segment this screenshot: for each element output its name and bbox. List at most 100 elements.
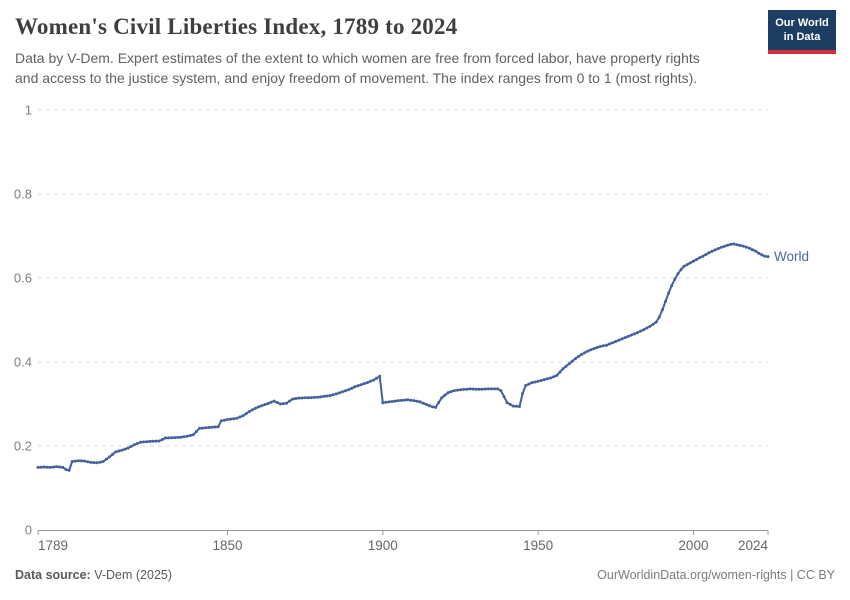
- data-point-marker: [80, 459, 83, 463]
- data-source-value: V-Dem (2025): [90, 568, 173, 582]
- data-point-marker: [754, 249, 758, 253]
- data-point-marker: [76, 459, 80, 463]
- chart-footer: Data source: V-Dem (2025) OurWorldinData…: [15, 568, 835, 582]
- data-point-marker: [434, 405, 438, 409]
- data-point-marker: [670, 284, 674, 288]
- x-tick-label: 2000: [678, 538, 708, 553]
- data-point-marker: [505, 401, 509, 405]
- chart-title: Women's Civil Liberties Index, 1789 to 2…: [15, 14, 458, 39]
- data-point-marker: [58, 465, 62, 469]
- data-point-marker: [471, 387, 475, 391]
- data-point-marker: [148, 439, 152, 443]
- data-point-marker: [427, 404, 431, 408]
- data-point-marker: [660, 308, 664, 312]
- data-point-marker: [300, 396, 304, 400]
- data-point-marker: [285, 401, 288, 405]
- data-point-marker: [384, 400, 388, 404]
- license-credit-link[interactable]: OurWorldinData.org/women-rights | CC BY: [597, 568, 835, 582]
- data-point-marker: [191, 433, 195, 437]
- data-point-marker: [496, 387, 500, 391]
- data-point-marker: [36, 465, 40, 469]
- data-point-marker: [86, 460, 90, 464]
- data-point-marker: [446, 391, 450, 395]
- data-point-marker: [390, 400, 394, 403]
- data-point-marker: [229, 417, 233, 421]
- data-point-marker: [524, 384, 528, 387]
- data-point-marker: [359, 383, 363, 387]
- data-point-marker: [530, 381, 534, 385]
- data-point-marker: [493, 387, 497, 391]
- data-point-marker: [443, 393, 447, 397]
- data-point-marker: [39, 465, 43, 469]
- data-point-marker: [328, 394, 332, 398]
- data-point-marker: [580, 352, 584, 356]
- data-point-marker: [278, 402, 282, 406]
- data-point-marker: [747, 246, 751, 250]
- data-point-marker: [732, 242, 736, 246]
- data-point-marker: [114, 450, 118, 454]
- data-point-marker: [704, 253, 708, 256]
- data-point-marker: [480, 387, 484, 391]
- data-point-marker: [42, 465, 46, 469]
- data-point-marker: [145, 440, 149, 444]
- data-point-marker: [387, 400, 391, 404]
- data-point-marker: [222, 418, 226, 422]
- data-point-marker: [608, 342, 612, 346]
- data-source-note: Data source: V-Dem (2025): [15, 568, 172, 582]
- data-point-marker: [586, 349, 590, 353]
- data-point-marker: [483, 387, 487, 391]
- data-point-marker: [667, 291, 671, 295]
- chart-header: Women's Civil Liberties Index, 1789 to 2…: [15, 14, 755, 89]
- series-line-world[interactable]: [37, 243, 769, 472]
- data-point-marker: [163, 436, 167, 440]
- data-point-marker: [701, 254, 705, 258]
- data-point-marker: [294, 397, 298, 400]
- data-point-marker: [194, 430, 198, 433]
- data-point-marker: [437, 401, 441, 404]
- data-point-marker: [61, 465, 65, 469]
- data-point-marker: [570, 359, 574, 363]
- data-point-marker: [157, 439, 161, 443]
- data-point-marker: [744, 245, 748, 249]
- owid-logo[interactable]: Our World in Data: [768, 10, 836, 54]
- data-point-marker: [763, 254, 767, 258]
- data-point-marker: [558, 370, 562, 374]
- data-point-marker: [201, 426, 205, 430]
- data-point-marker: [350, 386, 354, 390]
- data-point-marker: [275, 401, 279, 404]
- chart-subtitle: Data by V-Dem. Expert estimates of the e…: [15, 49, 755, 89]
- data-point-marker: [260, 404, 264, 408]
- data-point-marker: [226, 418, 229, 421]
- data-point-marker: [356, 384, 360, 388]
- data-point-marker: [303, 396, 307, 400]
- x-axis: [37, 530, 769, 535]
- data-point-marker: [518, 405, 521, 408]
- data-point-marker: [598, 345, 602, 348]
- data-point-marker: [664, 300, 667, 303]
- data-point-marker: [424, 402, 428, 406]
- data-point-marker: [552, 375, 556, 379]
- data-point-marker: [92, 461, 96, 465]
- data-point-marker: [592, 347, 596, 351]
- data-point-marker: [403, 398, 407, 402]
- data-point-marker: [353, 385, 357, 389]
- data-point-marker: [617, 338, 621, 342]
- data-point-marker: [766, 255, 770, 259]
- data-point-marker: [595, 346, 599, 349]
- data-point-marker: [409, 398, 413, 402]
- data-point-marker: [412, 399, 416, 403]
- series-label-world[interactable]: World: [774, 249, 809, 264]
- data-point-marker: [120, 448, 124, 452]
- data-point-marker: [176, 435, 180, 439]
- data-point-marker: [415, 399, 419, 403]
- data-point-marker: [449, 390, 453, 394]
- data-point-marker: [70, 460, 74, 463]
- data-point-marker: [55, 465, 59, 469]
- data-point-marker: [511, 404, 515, 408]
- data-point-marker: [235, 416, 239, 420]
- data-point-marker: [564, 364, 568, 368]
- data-point-marker: [490, 387, 493, 391]
- data-point-marker: [98, 460, 102, 464]
- data-point-marker: [735, 243, 739, 247]
